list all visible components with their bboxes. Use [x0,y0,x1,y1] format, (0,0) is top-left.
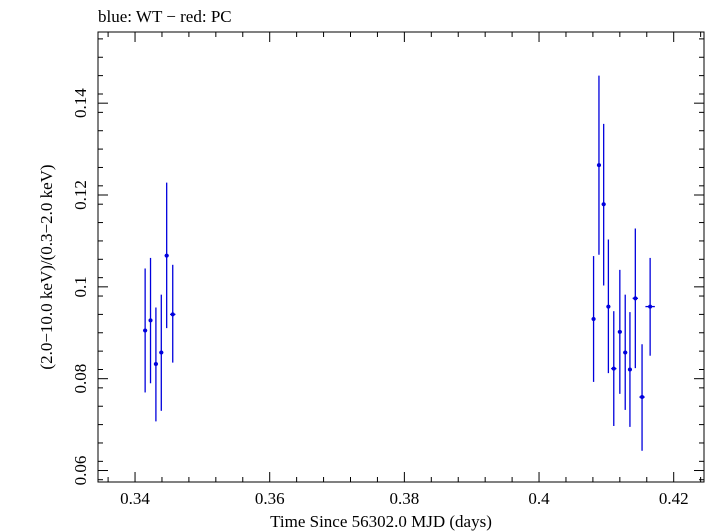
x-axis-label: Time Since 56302.0 MJD (days) [270,512,492,531]
y-tick-label: 0.1 [71,276,90,297]
point-marker [623,350,628,355]
data-point [601,123,606,286]
point-marker [627,367,632,372]
x-tick-label: 0.4 [528,489,550,508]
data-point [143,268,148,393]
point-marker [170,312,175,317]
data-point [170,264,176,363]
point-marker [148,318,153,323]
point-marker [611,366,616,371]
y-tick-label: 0.06 [71,456,90,486]
y-tick-label: 0.14 [71,88,90,118]
x-tick-label: 0.34 [120,489,150,508]
y-tick-label: 0.12 [71,180,90,210]
x-tick-label: 0.42 [659,489,689,508]
point-marker [640,395,645,400]
point-marker [143,328,148,333]
point-marker [591,316,596,321]
data-point [623,294,628,410]
x-tick-label: 0.38 [389,489,419,508]
point-marker [648,304,653,309]
data-point [591,256,596,382]
data-points [143,75,655,451]
data-point [148,257,153,384]
data-point [632,228,639,369]
data-point [645,257,655,356]
data-point [627,312,632,427]
data-point [606,239,611,374]
y-tick-label: 0.08 [71,364,90,394]
axis-ticks: 0.34 0.36 0.38 0.4 0.42 0.06 0.08 0.1 0.12 0.14 [71,32,704,508]
data-point [164,182,169,329]
point-marker [159,350,164,355]
y-axis-label: (2.0−10.0 keV)/(0.3−2.0 keV) [37,164,56,369]
plot-frame [97,31,705,483]
data-point [596,75,601,255]
point-marker [633,296,638,301]
point-marker [606,304,611,309]
data-point [639,344,645,451]
chart-title: blue: WT − red: PC [98,7,232,26]
data-point [153,307,158,422]
point-marker [153,361,158,366]
point-marker [164,253,169,258]
x-tick-label: 0.36 [255,489,285,508]
data-point [617,269,622,394]
data-point [611,311,617,426]
point-marker [601,202,606,207]
point-marker [596,163,601,168]
data-point [159,294,164,411]
point-marker [617,329,622,334]
